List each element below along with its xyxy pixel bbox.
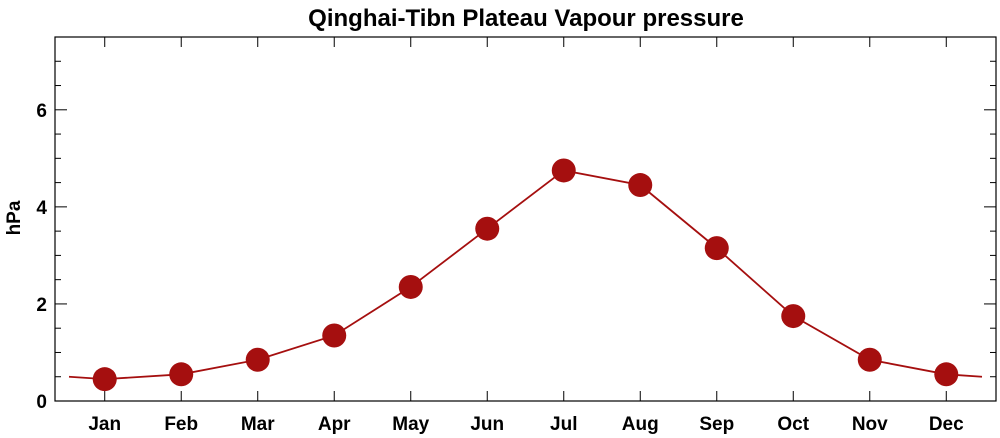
- x-tick-label: Mar: [241, 414, 275, 435]
- x-tick-label: May: [392, 414, 429, 435]
- data-point: [551, 158, 576, 183]
- x-tick-label: Oct: [777, 414, 809, 435]
- axes: [54, 36, 997, 402]
- data-point: [92, 367, 117, 392]
- x-tick-label: Apr: [318, 414, 351, 435]
- data-point: [475, 216, 500, 241]
- y-tick-label: 6: [36, 101, 47, 122]
- y-tick-label: 0: [36, 392, 47, 413]
- data-point: [245, 347, 270, 372]
- data-point: [169, 362, 194, 387]
- series-layer: [68, 158, 983, 392]
- data-point: [398, 274, 423, 299]
- y-tick-label: 4: [36, 198, 47, 219]
- y-axis-label: hPa: [4, 200, 25, 235]
- x-tick-label: Dec: [929, 414, 964, 435]
- tick-labels: 0 2 4 6 Jan Feb Mar Apr May Jun Jul Aug Sep Oct Nov Dec: [36, 101, 964, 435]
- data-point: [322, 323, 347, 348]
- data-point: [934, 362, 959, 387]
- x-tick-label: Aug: [622, 414, 659, 435]
- chart-title: Qinghai-Tibn Plateau Vapour pressure: [308, 5, 744, 32]
- series-line: [68, 169, 983, 381]
- data-point: [781, 304, 806, 329]
- x-tick-label: Jul: [550, 414, 577, 435]
- data-point: [857, 347, 882, 372]
- x-tick-label: Jun: [470, 414, 504, 435]
- data-point: [704, 236, 729, 261]
- x-tick-label: Feb: [164, 414, 198, 435]
- data-point: [628, 173, 653, 198]
- y-tick-label: 2: [36, 295, 47, 316]
- x-tick-label: Sep: [699, 414, 734, 435]
- x-tick-label: Jan: [88, 414, 121, 435]
- x-tick-label: Nov: [852, 414, 888, 435]
- plot-frame: [54, 36, 997, 402]
